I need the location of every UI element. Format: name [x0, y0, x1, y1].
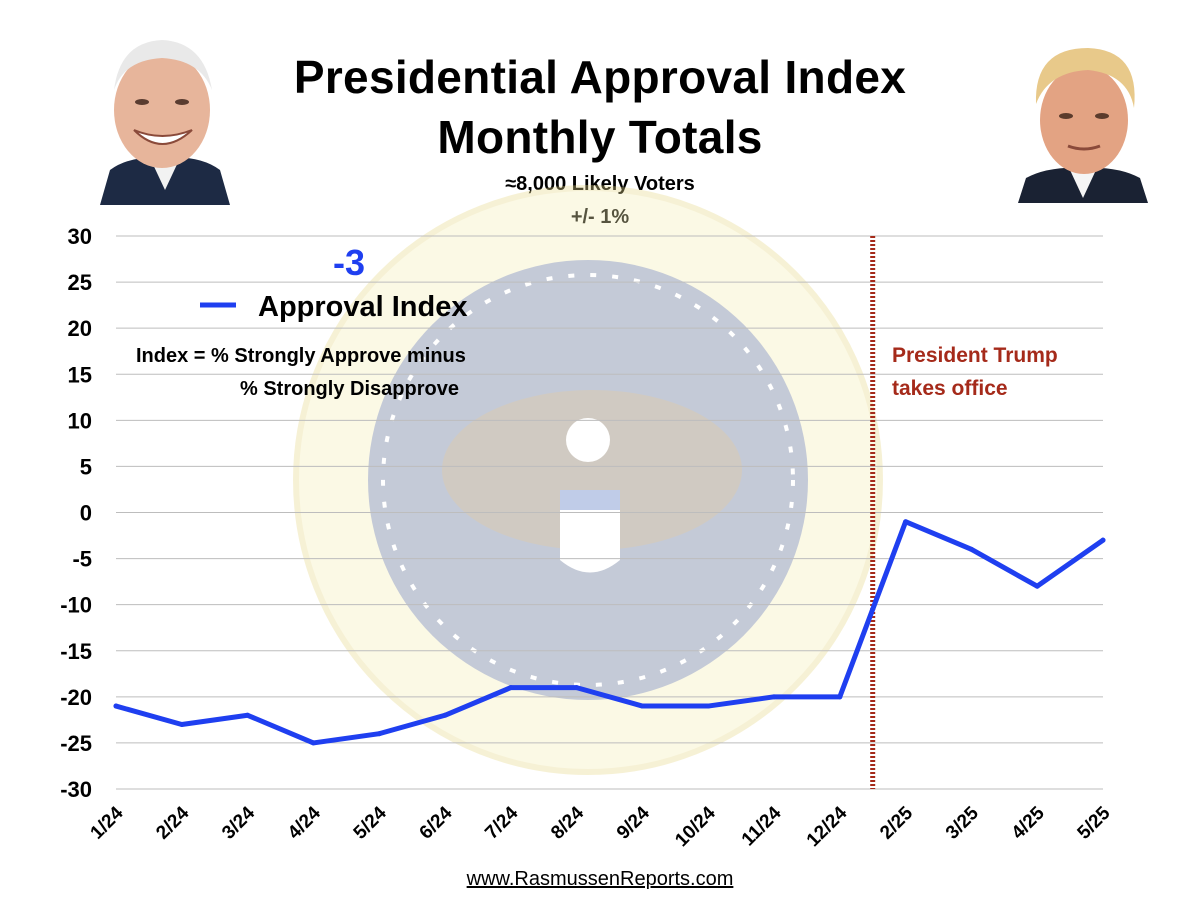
trump-photo: [1018, 38, 1148, 203]
x-tick-label: 9/24: [613, 802, 654, 843]
data-point: [705, 703, 711, 709]
data-point: [1100, 537, 1106, 543]
x-tick-label: 2/24: [152, 802, 193, 843]
y-tick-label: 0: [80, 501, 92, 526]
x-tick-label: 1/24: [87, 802, 128, 843]
x-tick-label: 3/25: [942, 802, 983, 843]
definition-line2: % Strongly Disapprove: [240, 378, 459, 400]
y-tick-label: 10: [68, 408, 92, 433]
y-tick-label: -30: [60, 777, 92, 802]
data-point: [113, 703, 119, 709]
x-tick-label: 5/25: [1074, 802, 1115, 843]
x-tick-label: 5/24: [350, 802, 391, 843]
y-tick-label: 15: [68, 362, 92, 387]
x-tick-label: 8/24: [547, 802, 588, 843]
chart-subtitle-margin: +/- 1%: [400, 206, 800, 229]
event-label-line2: takes office: [892, 377, 1008, 400]
y-tick-label: 5: [80, 454, 92, 479]
data-point: [574, 685, 580, 691]
y-tick-label: -20: [60, 685, 92, 710]
chart-subtitle-sample: ≈8,000 Likely Voters: [505, 173, 695, 195]
x-tick-label: 4/24: [284, 802, 325, 843]
y-tick-label: 25: [68, 270, 92, 295]
definition-line1: Index = % Strongly Approve minus: [136, 345, 466, 367]
data-point: [508, 685, 514, 691]
data-point: [1034, 583, 1040, 589]
data-point: [968, 546, 974, 552]
biden-photo: [100, 30, 230, 205]
x-tick-label: 7/24: [481, 802, 522, 843]
x-tick-label: 3/24: [218, 802, 259, 843]
data-point: [442, 712, 448, 718]
y-tick-label: -10: [60, 593, 92, 618]
x-tick-label: 11/24: [738, 802, 786, 850]
data-point: [903, 519, 909, 525]
data-point: [771, 694, 777, 700]
data-point: [376, 731, 382, 737]
event-label-line1: President Trump: [892, 344, 1058, 367]
x-tick-label: 6/24: [416, 802, 457, 843]
presidential-seal-watermark: [293, 185, 883, 775]
legend-label: Approval Index: [258, 291, 468, 323]
chart-title-line2: Monthly Totals: [437, 111, 763, 163]
data-point: [310, 740, 316, 746]
x-tick-label: 10/24: [671, 802, 720, 851]
x-tick-label: 2/25: [876, 802, 917, 843]
data-point: [179, 721, 185, 727]
y-tick-label: -15: [60, 639, 92, 664]
y-tick-label: -25: [60, 731, 92, 756]
x-tick-label: 12/24: [803, 802, 852, 851]
data-point: [245, 712, 251, 718]
y-tick-label: 30: [68, 224, 92, 249]
y-tick-label: -5: [72, 547, 92, 572]
data-point: [837, 694, 843, 700]
y-tick-label: 20: [68, 316, 92, 341]
source-link[interactable]: www.RasmussenReports.com: [466, 868, 734, 890]
x-tick-label: 4/25: [1008, 802, 1049, 843]
approval-index-line: [113, 519, 1106, 746]
chart-title-line1: Presidential Approval Index: [293, 51, 907, 103]
data-point: [639, 703, 645, 709]
latest-value-label: -3: [333, 242, 365, 283]
